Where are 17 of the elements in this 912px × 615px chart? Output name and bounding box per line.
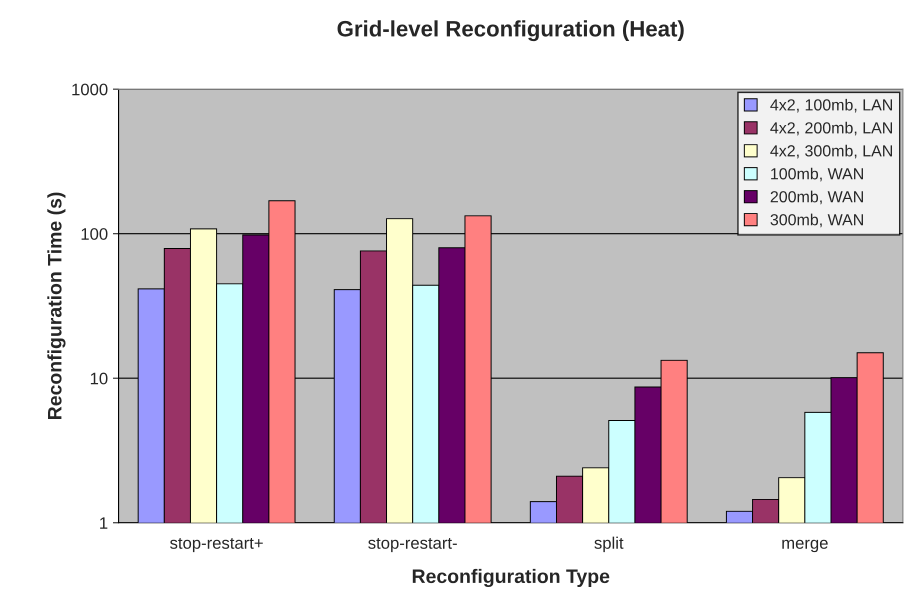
y-axis-title: Reconfiguration Time (s) — [47, 192, 66, 419]
legend-label: 300mb, WAN — [770, 214, 863, 228]
x-axis-title: Reconfiguration Type — [412, 568, 610, 588]
y-tick-label: 10 — [90, 372, 108, 384]
legend-label: 4x2, 300mb, LAN — [770, 144, 892, 158]
y-tick-label: 100 — [82, 228, 108, 240]
legend-label: 200mb, WAN — [770, 190, 863, 204]
x-tick-label: split — [594, 536, 624, 552]
legend-label: 100mb, WAN — [771, 168, 863, 182]
x-tick-label: stop-restart- — [368, 538, 457, 552]
y-tick-label: 1 — [100, 517, 108, 529]
x-tick-label: stop-restart+ — [170, 538, 263, 552]
legend-label: 4x2, 100mb, LAN — [770, 98, 892, 112]
chart-title: Grid-level Reconfiguration (Heat) — [338, 20, 684, 42]
x-tick-label: merge — [782, 540, 828, 552]
legend-label: 4x2, 200mb, LAN — [770, 122, 892, 136]
y-tick-label: 1000 — [72, 84, 108, 96]
